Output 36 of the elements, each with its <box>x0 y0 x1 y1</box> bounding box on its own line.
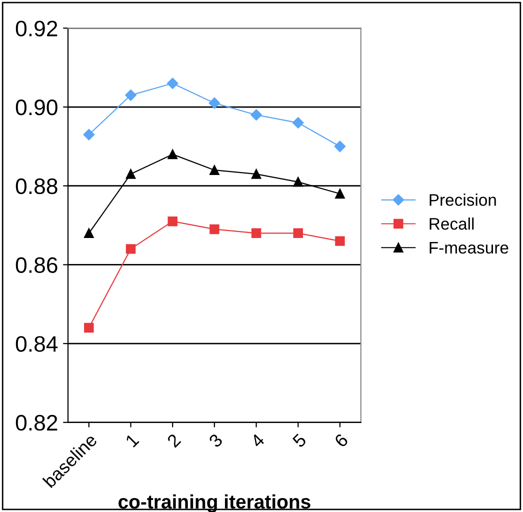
point <box>210 224 220 234</box>
point <box>210 165 220 175</box>
x-tick-label: 2 <box>166 433 182 448</box>
point <box>168 149 178 160</box>
y-tick-label: 0.90 <box>16 100 58 116</box>
point <box>292 117 304 128</box>
point <box>208 97 220 109</box>
x-tick-label: 5 <box>292 433 307 448</box>
x-tick-label: 1 <box>125 433 140 448</box>
point <box>251 169 262 179</box>
y-tick-label: 0.84 <box>16 336 58 352</box>
point <box>251 228 262 238</box>
point <box>84 322 94 333</box>
point <box>166 78 178 89</box>
point <box>125 90 136 101</box>
y-tick-label: 0.86 <box>16 257 58 273</box>
point <box>334 140 346 152</box>
x-tick-label: 4 <box>250 432 266 448</box>
point <box>293 228 303 238</box>
legend-label: Recall <box>430 218 474 230</box>
point <box>126 244 136 254</box>
legend-label: F-measure <box>430 242 508 254</box>
point <box>126 169 136 179</box>
point <box>335 236 345 246</box>
x-tick-label: 6 <box>334 433 349 448</box>
point <box>168 216 178 226</box>
point <box>250 109 262 120</box>
point <box>335 188 345 199</box>
y-tick-label: 0.82 <box>16 414 58 431</box>
y-tick-label: 0.88 <box>16 178 58 194</box>
point <box>293 177 303 187</box>
x-tick-label: 3 <box>208 433 224 448</box>
point <box>84 228 94 238</box>
legend-label: Precision <box>430 194 496 206</box>
point <box>83 129 95 140</box>
y-tick-label: 0.92 <box>16 20 58 36</box>
